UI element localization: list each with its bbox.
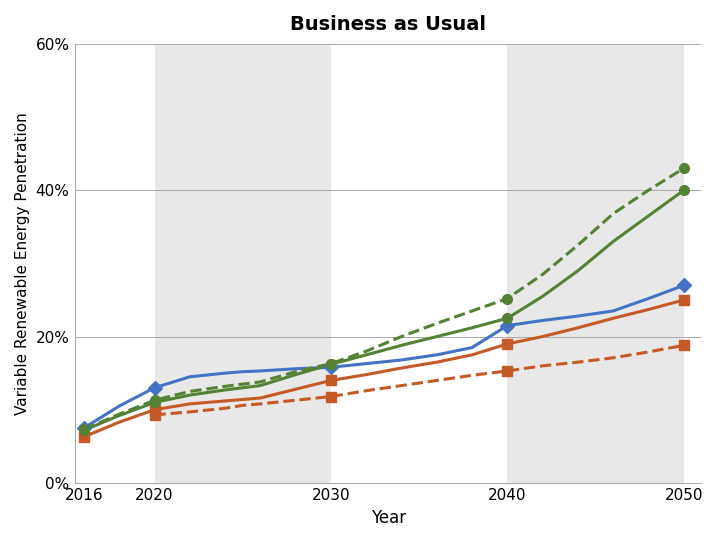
Bar [155, 44, 331, 483]
Y-axis label: Variable Renewable Energy Penetration: Variable Renewable Energy Penetration [15, 112, 30, 415]
Bar [508, 44, 684, 483]
Title: Business as Usual: Business as Usual [290, 15, 486, 34]
X-axis label: Year: Year [371, 509, 406, 527]
